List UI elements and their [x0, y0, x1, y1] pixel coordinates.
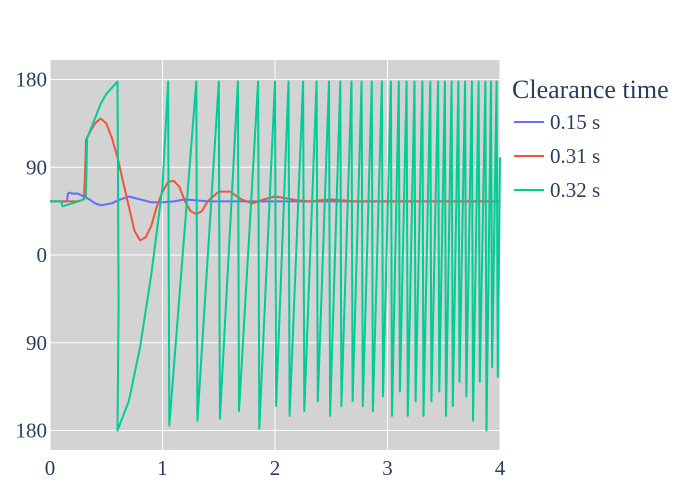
legend-title: Clearance time — [512, 75, 669, 104]
legend-label: 0.31 s — [550, 144, 600, 168]
legend-label: 0.15 s — [550, 110, 600, 134]
series-layer — [50, 80, 501, 432]
y-axis-ticks: 180 90 0 90 180 — [16, 68, 48, 443]
x-tick-label: 3 — [382, 456, 393, 480]
x-tick-label: 1 — [157, 456, 168, 480]
x-tick-label: 2 — [270, 456, 281, 480]
y-tick-label: 180 — [16, 419, 48, 443]
y-tick-label: 180 — [16, 68, 48, 92]
x-axis-ticks: 0 1 2 3 4 — [45, 456, 506, 480]
legend-label: 0.32 s — [550, 178, 600, 202]
x-tick-label: 0 — [45, 456, 56, 480]
legend: Clearance time 0.15 s 0.31 s 0.32 s — [512, 75, 669, 202]
y-tick-label: 0 — [37, 243, 48, 267]
plot-area — [49, 60, 501, 450]
y-tick-label: 90 — [26, 331, 47, 355]
x-tick-label: 4 — [495, 456, 506, 480]
series-line-3 — [50, 80, 501, 432]
legend-items: 0.15 s 0.31 s 0.32 s — [514, 110, 600, 202]
y-tick-label: 90 — [26, 155, 47, 179]
